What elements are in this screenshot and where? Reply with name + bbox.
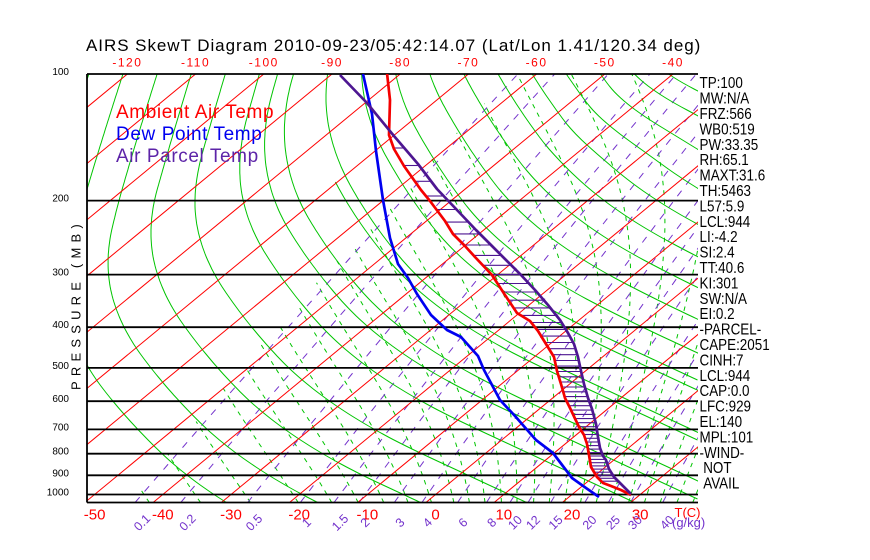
svg-text:-50: -50	[84, 507, 106, 524]
svg-text:CAP:0.0: CAP:0.0	[700, 383, 750, 400]
svg-text:AIRS SkewT Diagram 2010-09-23/: AIRS SkewT Diagram 2010-09-23/05:42:14.0…	[86, 36, 701, 55]
svg-text:WB0:519: WB0:519	[700, 121, 755, 138]
svg-text:-90: -90	[321, 56, 343, 70]
svg-text:EL:140: EL:140	[700, 414, 743, 431]
svg-text:20: 20	[564, 507, 581, 524]
svg-text:-PARCEL-: -PARCEL-	[700, 322, 762, 339]
svg-text:TT:40.6: TT:40.6	[700, 260, 745, 277]
svg-text:10: 10	[495, 507, 512, 524]
svg-text:Ambient Air Temp: Ambient Air Temp	[116, 102, 274, 123]
svg-text:SI:2.4: SI:2.4	[700, 245, 735, 262]
svg-text:100: 100	[52, 67, 69, 78]
svg-text:AVAIL: AVAIL	[700, 476, 740, 493]
svg-text:PRESSURE (MB): PRESSURE (MB)	[69, 219, 84, 390]
svg-text:1000: 1000	[47, 488, 70, 499]
svg-text:800: 800	[52, 447, 69, 458]
svg-text:-10: -10	[357, 507, 379, 524]
svg-text:-WIND-: -WIND-	[700, 445, 745, 462]
svg-text:NOT: NOT	[700, 460, 732, 477]
svg-text:MAXT:31.6: MAXT:31.6	[700, 168, 766, 185]
svg-text:LI:-4.2: LI:-4.2	[700, 229, 738, 246]
svg-text:RH:65.1: RH:65.1	[700, 152, 749, 169]
svg-text:300: 300	[52, 268, 69, 279]
svg-text:-100: -100	[249, 56, 279, 70]
svg-text:500: 500	[52, 361, 69, 372]
svg-text:-120: -120	[112, 56, 142, 70]
svg-text:TP:100: TP:100	[700, 75, 743, 92]
svg-text:(g/kg): (g/kg)	[672, 515, 705, 530]
svg-text:LCL:944: LCL:944	[700, 368, 751, 385]
svg-text:CINH:7: CINH:7	[700, 352, 744, 369]
svg-text:LCL:944: LCL:944	[700, 214, 751, 231]
svg-text:FRZ:566: FRZ:566	[700, 106, 752, 123]
svg-text:PW:33.35: PW:33.35	[700, 137, 759, 154]
svg-text:-110: -110	[181, 56, 210, 70]
svg-text:400: 400	[52, 320, 69, 331]
svg-text:Dew Point Temp: Dew Point Temp	[116, 124, 262, 145]
svg-text:MW:N/A: MW:N/A	[700, 91, 750, 108]
svg-text:L57:5.9: L57:5.9	[700, 198, 745, 215]
svg-text:CAPE:2051: CAPE:2051	[700, 337, 770, 354]
svg-text:LFC:929: LFC:929	[700, 399, 752, 416]
svg-text:-70: -70	[457, 56, 479, 70]
svg-text:900: 900	[52, 468, 69, 479]
svg-text:TH:5463: TH:5463	[700, 183, 752, 200]
svg-text:MPL:101: MPL:101	[700, 429, 754, 446]
svg-text:-30: -30	[220, 507, 242, 524]
svg-text:-40: -40	[662, 56, 684, 70]
svg-text:SW:N/A: SW:N/A	[700, 291, 748, 308]
svg-text:-80: -80	[389, 56, 411, 70]
svg-text:200: 200	[52, 194, 69, 205]
svg-text:-60: -60	[526, 56, 548, 70]
svg-text:-50: -50	[594, 56, 616, 70]
svg-text:600: 600	[52, 394, 69, 405]
svg-text:-40: -40	[152, 507, 174, 524]
svg-text:700: 700	[52, 422, 69, 433]
svg-text:Air Parcel Temp: Air Parcel Temp	[116, 146, 259, 167]
svg-text:EI:0.2: EI:0.2	[700, 306, 735, 323]
svg-text:KI:301: KI:301	[700, 275, 739, 292]
svg-text:0: 0	[431, 507, 439, 524]
svg-text:-20: -20	[288, 507, 310, 524]
svg-text:30: 30	[632, 507, 649, 524]
svg-text:T(C): T(C)	[675, 505, 701, 520]
